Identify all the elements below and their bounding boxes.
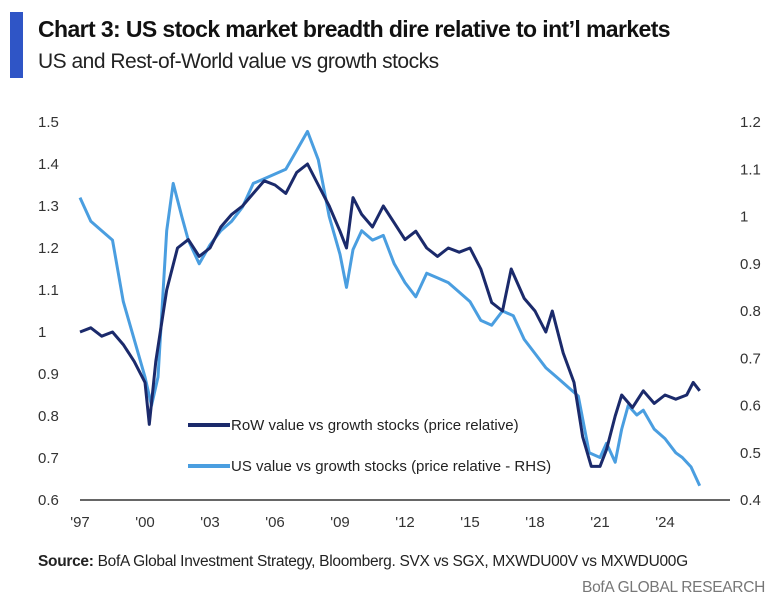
x-tick-label: '12	[395, 514, 415, 531]
series-line-row	[79, 162, 701, 468]
y-left-tick-label: 1.4	[38, 156, 59, 173]
y-right-tick-label: 0.9	[740, 256, 761, 273]
y-right-tick-label: 1	[740, 209, 748, 226]
y-right-tick-label: 0.8	[740, 303, 761, 320]
x-tick-label: '21	[590, 514, 610, 531]
x-tick-label: '97	[70, 514, 90, 531]
y-left-tick-label: 1.5	[38, 114, 59, 131]
y-right-tick-label: 0.7	[740, 350, 761, 367]
source-text: BofA Global Investment Strategy, Bloombe…	[93, 553, 689, 570]
legend: RoW value vs growth stocks (price relati…	[188, 417, 551, 475]
x-tick-label: '00	[135, 514, 155, 531]
legend-label-us: US value vs growth stocks (price relativ…	[231, 458, 551, 475]
y-right-tick-label: 0.6	[740, 398, 761, 415]
title-accent-bar	[10, 12, 23, 78]
x-tick-label: '06	[265, 514, 285, 531]
y-right-tick-label: 1.2	[740, 114, 761, 131]
y-left-tick-label: 1	[38, 324, 46, 341]
y-left-tick-label: 1.1	[38, 282, 59, 299]
y-left-tick-label: 0.8	[38, 408, 59, 425]
y-left-tick-label: 1.3	[38, 198, 59, 215]
y-left-tick-label: 0.6	[38, 492, 59, 509]
source-note: Source: BofA Global Investment Strategy,…	[38, 553, 688, 571]
y-right-tick-label: 0.5	[740, 445, 761, 462]
y-right-tick-label: 1.1	[740, 161, 761, 178]
series-line-us	[78, 129, 702, 487]
y-left-tick-label: 1.2	[38, 240, 59, 257]
x-tick-label: '18	[525, 514, 545, 531]
y-left-tick-label: 0.9	[38, 366, 59, 383]
x-tick-label: '09	[330, 514, 350, 531]
chart-title: Chart 3: US stock market breadth dire re…	[38, 16, 671, 42]
x-tick-label: '15	[460, 514, 480, 531]
y-left-tick-label: 0.7	[38, 450, 59, 467]
x-tick-label: '03	[200, 514, 220, 531]
legend-label-row: RoW value vs growth stocks (price relati…	[231, 417, 519, 434]
y-right-tick-label: 0.4	[740, 492, 761, 509]
x-tick-label: '24	[655, 514, 675, 531]
chart-subtitle: US and Rest-of-World value vs growth sto…	[38, 50, 439, 73]
source-label: Source:	[38, 553, 94, 570]
brand-label: BofA GLOBAL RESEARCH	[582, 579, 765, 596]
